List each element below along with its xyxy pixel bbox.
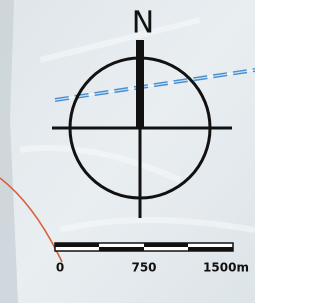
- scale-segment: [55, 243, 99, 247]
- scale-label: 750: [131, 261, 156, 275]
- page: N 0 750 1500m (() => { const data = JSON…: [0, 0, 255, 303]
- north-label: N: [132, 6, 154, 41]
- scale-label: 0: [56, 261, 64, 275]
- map-background: [0, 0, 255, 303]
- compass-north-needle: [136, 40, 144, 129]
- scale-segment: [99, 247, 144, 251]
- map-view: N 0 750 1500m: [0, 0, 255, 303]
- scale-segment: [188, 247, 233, 251]
- scale-segment: [144, 243, 188, 247]
- scale-label: 1500m: [203, 261, 249, 275]
